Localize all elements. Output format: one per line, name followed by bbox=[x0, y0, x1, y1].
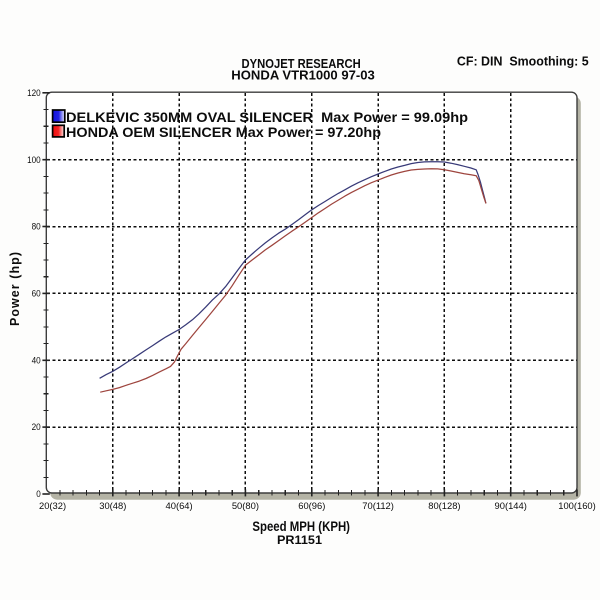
svg-text:20(32): 20(32) bbox=[39, 500, 66, 511]
svg-text:100(160): 100(160) bbox=[558, 500, 596, 511]
svg-text:CF: DIN Smoothing: 5: CF: DIN Smoothing: 5 bbox=[457, 53, 589, 68]
svg-text:90(144): 90(144) bbox=[495, 500, 527, 511]
svg-text:50(80): 50(80) bbox=[232, 500, 259, 511]
svg-text:HONDA VTR1000 97-03: HONDA VTR1000 97-03 bbox=[231, 68, 374, 83]
svg-text:80(128): 80(128) bbox=[428, 500, 460, 511]
svg-text:70(112): 70(112) bbox=[362, 500, 394, 511]
svg-text:DYNOJET RESEARCH: DYNOJET RESEARCH bbox=[242, 56, 361, 71]
svg-text:Power (hp): Power (hp) bbox=[8, 251, 22, 326]
svg-text:HONDA OEM SILENCER Max Power =: HONDA OEM SILENCER Max Power = 97.20hp bbox=[66, 124, 381, 140]
svg-text:60: 60 bbox=[32, 288, 41, 299]
svg-text:40: 40 bbox=[32, 354, 41, 365]
svg-text:PR1151: PR1151 bbox=[277, 535, 323, 547]
svg-text:60(96): 60(96) bbox=[298, 500, 325, 511]
svg-text:Speed MPH (KPH): Speed MPH (KPH) bbox=[252, 519, 350, 534]
svg-text:120: 120 bbox=[27, 87, 41, 98]
svg-text:0: 0 bbox=[36, 488, 41, 499]
svg-text:80: 80 bbox=[32, 221, 41, 232]
svg-text:30(48): 30(48) bbox=[99, 500, 126, 511]
svg-text:20: 20 bbox=[32, 421, 41, 432]
svg-text:100: 100 bbox=[27, 154, 41, 165]
svg-text:40(64): 40(64) bbox=[166, 500, 193, 511]
svg-text:DELKEVIC 350MM OVAL SILENCER: DELKEVIC 350MM OVAL SILENCER Max Power =… bbox=[66, 109, 468, 125]
